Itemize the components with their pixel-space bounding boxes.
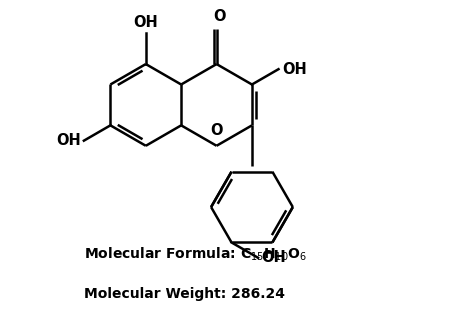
Text: OH: OH — [282, 62, 307, 77]
Text: Molecular Weight: 286.24: Molecular Weight: 286.24 — [84, 287, 285, 301]
Text: O: O — [210, 123, 223, 138]
Text: OH: OH — [56, 133, 81, 148]
Text: OH: OH — [133, 15, 158, 30]
Text: OH: OH — [261, 250, 286, 265]
Text: Molecular Formula: C$_{15}$H$_{10}$O$_{6}$: Molecular Formula: C$_{15}$H$_{10}$O$_{6… — [84, 245, 307, 263]
Text: O: O — [214, 9, 226, 24]
